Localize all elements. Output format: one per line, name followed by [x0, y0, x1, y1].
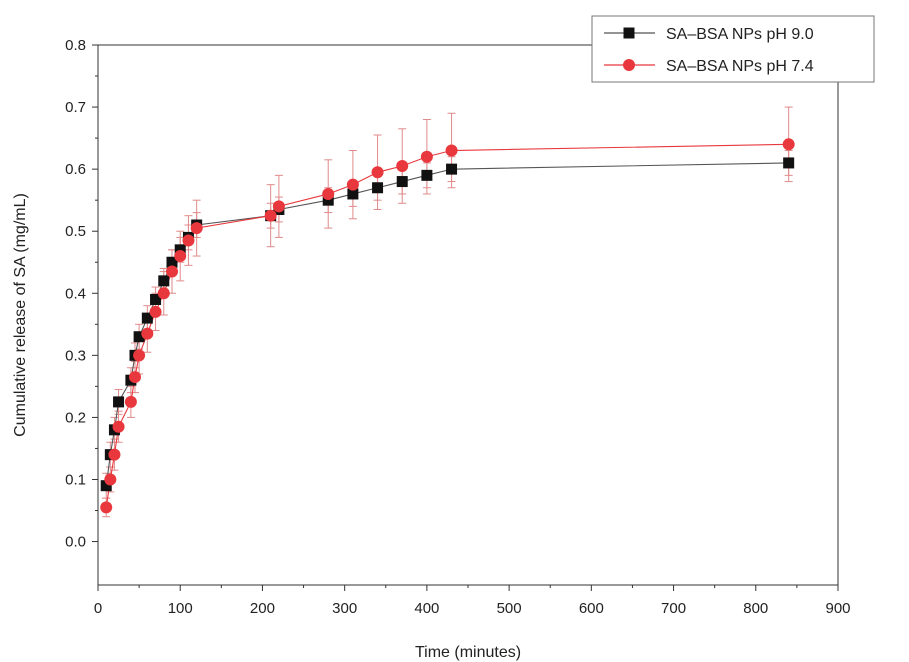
- y-tick-label-5: 0.5: [65, 223, 86, 240]
- data-point-s2-21: [445, 144, 458, 157]
- x-tick-label-0: 0: [94, 600, 102, 617]
- axes: 0 100 200 300 400 500 600 700 800 900 0.0 0.1 0.2 0.3…: [65, 37, 850, 617]
- data-point-s2-2: [108, 448, 121, 461]
- data-point-s1-9: [158, 275, 170, 287]
- data-point-s2-3: [112, 420, 125, 433]
- data-point-s1-17: [347, 188, 359, 200]
- data-point-s1-18: [372, 182, 384, 194]
- series-markers: [100, 138, 795, 514]
- series-lines: [105, 143, 789, 508]
- y-tick-label-0: 0.0: [65, 534, 86, 551]
- y-tick-label-7: 0.7: [65, 99, 86, 116]
- data-point-s2-18: [371, 166, 384, 179]
- x-tick-label-3: 300: [332, 600, 357, 617]
- y-axis-title: Cumulative release of SA (mg/mL): [12, 193, 29, 437]
- data-point-s2-10: [166, 265, 178, 278]
- y-tick-label-6: 0.6: [65, 161, 86, 178]
- x-tick-label-1: 100: [168, 600, 193, 617]
- x-tick-label-8: 800: [743, 600, 768, 617]
- data-point-s2-6: [133, 349, 146, 362]
- data-point-s1-16: [322, 194, 334, 206]
- data-point-s1-10: [166, 256, 178, 268]
- x-tick-label-5: 500: [497, 600, 522, 617]
- data-point-s2-22: [782, 138, 795, 151]
- y-tick-label-2: 0.2: [65, 409, 86, 426]
- x-tick-label-6: 600: [579, 600, 604, 617]
- data-point-s1-0: [100, 480, 112, 492]
- data-point-s1-21: [446, 163, 458, 175]
- data-point-s2-17: [346, 178, 359, 191]
- series-line-2: [105, 143, 789, 508]
- data-point-s2-7: [141, 327, 154, 340]
- x-tick-label-4: 400: [414, 600, 439, 617]
- data-point-s2-15: [272, 200, 285, 213]
- data-point-s2-5: [129, 371, 141, 384]
- data-point-s1-3: [113, 396, 125, 408]
- data-point-s2-9: [157, 287, 170, 300]
- series-line-1: [105, 162, 789, 486]
- data-point-s1-6: [133, 331, 145, 343]
- y-tick-label-1: 0.1: [65, 471, 86, 488]
- data-point-s2-14: [264, 209, 277, 222]
- data-point-s2-16: [322, 187, 335, 200]
- y-tick-label-8: 0.8: [65, 37, 86, 54]
- legend-label-series-1: SA–BSA NPs pH 9.0: [666, 26, 814, 43]
- data-point-s1-7: [141, 312, 153, 324]
- x-axis-title: Time (minutes): [415, 644, 521, 661]
- y-tick-label-4: 0.4: [65, 285, 86, 302]
- x-tick-label-7: 700: [661, 600, 686, 617]
- legend-box: [591, 15, 875, 83]
- data-point-s2-8: [149, 305, 162, 318]
- plot-area: [97, 44, 839, 586]
- data-point-s2-19: [396, 160, 409, 173]
- x-tick-label-9: 900: [825, 600, 850, 617]
- data-point-s2-12: [182, 234, 195, 247]
- legend-label-series-2: SA–BSA NPs pH 7.4: [666, 58, 814, 75]
- data-point-s2-1: [104, 473, 117, 486]
- x-tick-label-2: 200: [250, 600, 275, 617]
- plot-frame: [97, 44, 839, 586]
- data-point-s2-4: [124, 395, 137, 408]
- data-point-s1-22: [783, 157, 795, 169]
- data-point-s2-13: [190, 222, 203, 235]
- legend: SA–BSA NPs pH 9.0 SA–BSA NPs pH 7.4: [591, 15, 875, 83]
- data-point-s1-19: [396, 176, 408, 188]
- data-point-s2-20: [420, 150, 433, 163]
- data-point-s2-11: [174, 250, 187, 263]
- data-point-s1-20: [421, 169, 433, 181]
- data-point-s1-11: [174, 244, 186, 256]
- legend-marker-series-2: [623, 59, 635, 71]
- legend-marker-series-1: [623, 27, 635, 39]
- y-tick-label-3: 0.3: [65, 347, 86, 364]
- data-point-s1-8: [150, 293, 162, 305]
- data-point-s2-0: [100, 501, 113, 514]
